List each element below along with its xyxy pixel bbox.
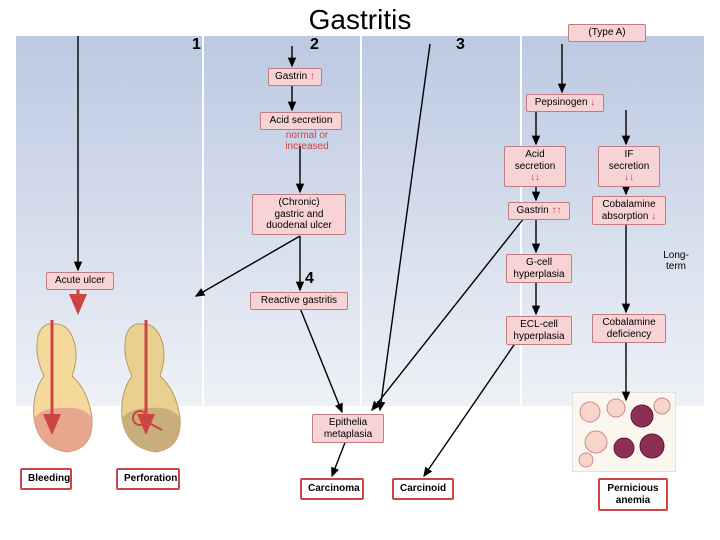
panel-num-4: 4 bbox=[305, 270, 314, 288]
stomach-perforation bbox=[112, 318, 192, 458]
box-gastrin_dd: Gastrin ↑↑ bbox=[508, 202, 570, 220]
box-bleeding: Bleeding bbox=[20, 468, 72, 490]
box-cobal_def: Cobalaminedeficiency bbox=[592, 314, 666, 343]
panel-num-3: 3 bbox=[456, 36, 465, 54]
text-longterm: Long- term bbox=[656, 250, 696, 272]
box-epithelia: Epitheliametaplasia bbox=[312, 414, 384, 443]
box-gastrin_up: Gastrin ↑ bbox=[268, 68, 322, 86]
arrow-16 bbox=[332, 440, 346, 476]
box-acid_sec: Acid secretion bbox=[260, 112, 342, 130]
divider-2 bbox=[360, 36, 362, 406]
box-if_dd: IFsecretion ↓↓ bbox=[598, 146, 660, 187]
box-gcell: G-cellhyperplasia bbox=[506, 254, 572, 283]
box-cobal_abs: Cobalamineabsorption ↓ bbox=[592, 196, 666, 225]
page-title: Gastritis bbox=[309, 4, 412, 36]
panel-num-2: 2 bbox=[310, 36, 319, 54]
box-chronic: (Chronic)gastric andduodenal ulcer bbox=[252, 194, 346, 235]
box-acid_dd: Acidsecretion ↓↓ bbox=[504, 146, 566, 187]
divider-3 bbox=[520, 36, 522, 406]
box-type_a: (Type A) bbox=[568, 24, 646, 42]
box-carcinoma: Carcinoma bbox=[300, 478, 364, 500]
box-eclcell: ECL-cellhyperplasia bbox=[506, 316, 572, 345]
divider-1 bbox=[202, 36, 204, 406]
stomach-bleeding bbox=[24, 318, 104, 458]
box-perforation: Perforation bbox=[116, 468, 180, 490]
box-acute_ulcer: Acute ulcer bbox=[46, 272, 114, 290]
panel-num-1: 1 bbox=[192, 36, 201, 54]
box-carcinoid: Carcinoid bbox=[392, 478, 454, 500]
box-pernicious: Perniciousanemia bbox=[598, 478, 668, 511]
diagram-area: 1 2 3 4 (Type A) bbox=[16, 36, 704, 534]
box-pepsinogen: Pepsinogen ↓ bbox=[526, 94, 604, 112]
text-normal-increased: normal or increased bbox=[272, 130, 342, 152]
cells-illustration bbox=[572, 392, 676, 472]
box-reactive: Reactive gastritis bbox=[250, 292, 348, 310]
